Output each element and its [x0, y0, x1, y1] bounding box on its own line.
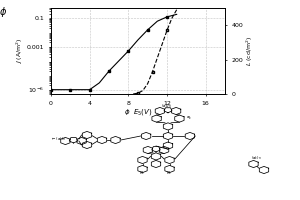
Text: $a_k$: $a_k$ [186, 115, 192, 122]
Text: $\leftarrow(a_k)_n$: $\leftarrow(a_k)_n$ [51, 135, 66, 143]
Text: $R_k$: $R_k$ [139, 170, 146, 177]
Text: $R_k$: $R_k$ [166, 170, 173, 177]
Text: $(a_k)_n$: $(a_k)_n$ [161, 103, 172, 110]
Text: $\phi$: $\phi$ [0, 5, 7, 19]
Y-axis label: $J$ (A/m$^2$): $J$ (A/m$^2$) [15, 38, 25, 64]
Y-axis label: $L$ (cd/m$^2$): $L$ (cd/m$^2$) [245, 36, 255, 66]
X-axis label: $\phi$  $E_5(V)$: $\phi$ $E_5(V)$ [124, 107, 152, 117]
Text: $(a_k)_n$: $(a_k)_n$ [251, 155, 262, 162]
